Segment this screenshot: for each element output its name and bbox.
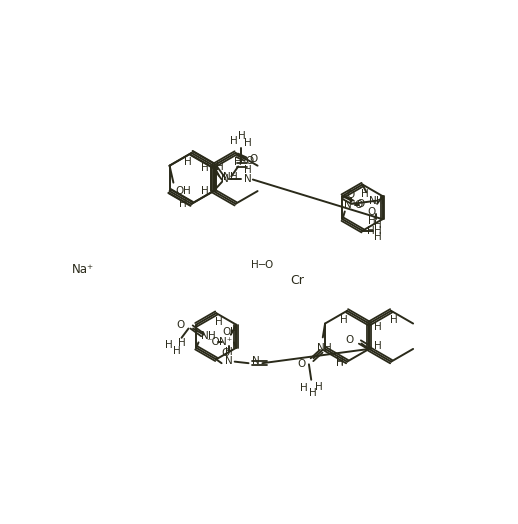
Text: Cr: Cr bbox=[290, 274, 304, 287]
Text: O: O bbox=[345, 335, 353, 345]
Text: H: H bbox=[184, 157, 192, 167]
Text: H: H bbox=[238, 132, 246, 141]
Text: N: N bbox=[225, 356, 233, 366]
Text: H: H bbox=[179, 199, 187, 209]
Text: H: H bbox=[373, 341, 381, 351]
Text: O: O bbox=[246, 156, 254, 166]
Text: H: H bbox=[230, 326, 238, 336]
Text: O: O bbox=[297, 359, 305, 369]
Text: H: H bbox=[234, 157, 242, 167]
Text: H: H bbox=[208, 331, 216, 341]
Text: H: H bbox=[340, 315, 348, 325]
Text: O: O bbox=[249, 154, 257, 164]
Text: H: H bbox=[299, 383, 307, 393]
Text: H: H bbox=[231, 136, 238, 146]
Text: H: H bbox=[201, 186, 209, 196]
Text: O: O bbox=[356, 199, 364, 209]
Text: H: H bbox=[178, 338, 185, 348]
Text: N: N bbox=[221, 174, 229, 184]
Text: O: O bbox=[347, 190, 355, 200]
Text: H: H bbox=[336, 357, 343, 367]
Text: ⁻O: ⁻O bbox=[206, 337, 220, 347]
Text: H: H bbox=[368, 216, 376, 226]
Text: H: H bbox=[377, 195, 384, 206]
Text: H: H bbox=[315, 381, 323, 391]
Text: H: H bbox=[361, 189, 369, 199]
Text: H: H bbox=[251, 259, 258, 270]
Text: H: H bbox=[244, 165, 252, 174]
Text: N: N bbox=[244, 174, 252, 184]
Text: O⁻: O⁻ bbox=[355, 200, 369, 210]
Text: H: H bbox=[373, 322, 381, 332]
Text: O: O bbox=[176, 186, 184, 196]
Text: N: N bbox=[223, 172, 231, 182]
Text: H: H bbox=[183, 186, 191, 196]
Text: H: H bbox=[165, 341, 173, 351]
Text: H: H bbox=[225, 347, 233, 357]
Text: O: O bbox=[368, 208, 376, 217]
Text: N⁺: N⁺ bbox=[344, 200, 357, 210]
Text: H: H bbox=[214, 318, 222, 328]
Text: H: H bbox=[336, 358, 343, 368]
Text: Na⁺: Na⁺ bbox=[72, 263, 94, 276]
Text: N: N bbox=[201, 331, 209, 341]
Text: H: H bbox=[244, 138, 252, 148]
Text: H: H bbox=[374, 232, 382, 242]
Text: H: H bbox=[374, 226, 382, 236]
Text: N⁺: N⁺ bbox=[219, 337, 232, 347]
Text: ─: ─ bbox=[258, 259, 265, 270]
Text: H: H bbox=[374, 220, 382, 230]
Text: O: O bbox=[177, 320, 185, 330]
Text: H: H bbox=[367, 226, 375, 236]
Text: N: N bbox=[316, 343, 324, 353]
Text: O: O bbox=[264, 259, 272, 270]
Text: H: H bbox=[173, 346, 181, 356]
Text: H: H bbox=[390, 315, 398, 325]
Text: H: H bbox=[324, 343, 332, 353]
Text: O: O bbox=[222, 326, 231, 336]
Text: H: H bbox=[201, 163, 209, 173]
Text: O: O bbox=[221, 348, 229, 358]
Text: H: H bbox=[309, 388, 316, 398]
Text: H: H bbox=[216, 162, 224, 172]
Text: N: N bbox=[252, 356, 260, 366]
Text: N: N bbox=[369, 195, 377, 206]
Text: H: H bbox=[231, 172, 238, 182]
